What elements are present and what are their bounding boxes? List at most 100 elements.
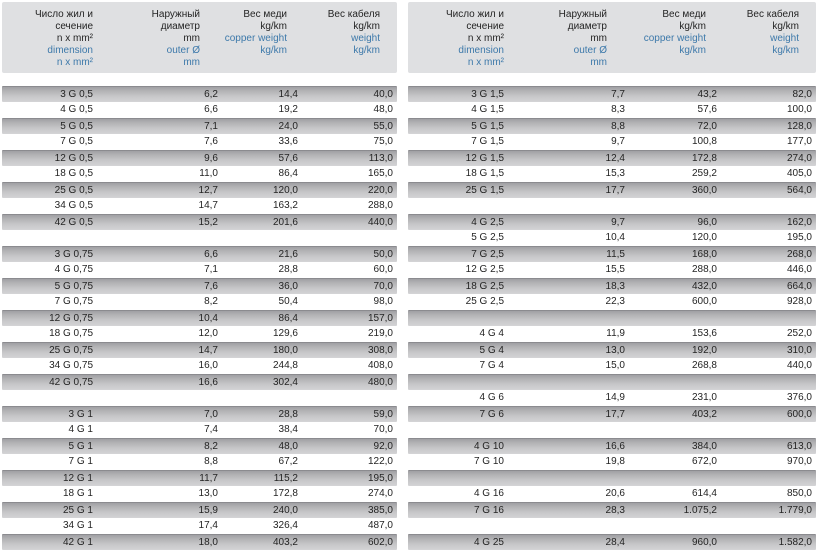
cable-weight-cell: 100,0 xyxy=(786,104,812,115)
dimension-cell: 12 G 0,5 xyxy=(54,153,93,164)
dimension-cell: 4 G 4 xyxy=(479,328,504,339)
table-row: 4 G 4 11,9 153,6 252,0 xyxy=(408,326,816,342)
cable-weight-cell: 92,0 xyxy=(373,441,393,452)
dimension-cell: 4 G 1,5 xyxy=(471,104,504,115)
table-row: 42 G 0,5 15,2 201,6 440,0 xyxy=(2,214,397,230)
table-body: 3 G 1,5 7,7 43,2 82,0 4 G 1,5 8,3 57,6 100,0 5 G… xyxy=(408,86,816,550)
outer-diameter-cell: 12,4 xyxy=(605,153,625,164)
dimension-cell: 4 G 25 xyxy=(473,537,504,548)
dimension-cell: 12 G 0,75 xyxy=(49,313,93,324)
header-line-ru: mm xyxy=(183,33,200,44)
dimension-cell: 4 G 1 xyxy=(68,424,93,435)
outer-diameter-cell: 8,3 xyxy=(611,104,625,115)
dimension-cell: 4 G 10 xyxy=(473,441,504,452)
outer-diameter-cell: 8,8 xyxy=(204,456,218,467)
header-line-en: weight xyxy=(770,33,799,44)
header-line-ru: kg/km xyxy=(260,21,287,32)
outer-diameter-cell: 14,9 xyxy=(605,392,625,403)
copper-weight-cell: 129,6 xyxy=(272,328,298,339)
cable-weight-cell: 165,0 xyxy=(367,168,393,179)
outer-diameter-cell: 9,6 xyxy=(204,153,218,164)
cable-weight-cell: 59,0 xyxy=(373,409,393,420)
copper-weight-cell: 1.075,2 xyxy=(683,505,717,516)
outer-diameter-cell: 8,2 xyxy=(204,441,218,452)
dimension-cell: 18 G 1 xyxy=(62,488,93,499)
copper-weight-cell: 153,6 xyxy=(691,328,717,339)
table-header: Число жил и сечение n x mm² dimension n x mm… xyxy=(408,2,816,73)
outer-diameter-cell: 11,7 xyxy=(199,473,218,484)
spacer-row xyxy=(2,230,397,246)
copper-weight-cell: 384,0 xyxy=(691,441,717,452)
table-row: 5 G 2,5 10,4 120,0 195,0 xyxy=(408,230,816,246)
dimension-cell: 4 G 0,75 xyxy=(54,264,93,275)
cable-weight-cell: 602,0 xyxy=(367,537,393,548)
outer-diameter-cell: 17,4 xyxy=(198,520,218,531)
dimension-cell: 18 G 0,5 xyxy=(54,168,93,179)
header-line-en: copper weight xyxy=(224,33,287,44)
outer-diameter-cell: 22,3 xyxy=(605,296,625,307)
copper-weight-cell: 259,2 xyxy=(691,168,717,179)
header-line-ru: Вес кабеля xyxy=(746,9,799,20)
cable-weight-cell: 310,0 xyxy=(786,345,812,356)
dimension-cell: 12 G 1 xyxy=(62,473,93,484)
table-row: 3 G 0,5 6,2 14,4 40,0 xyxy=(2,86,397,102)
outer-diameter-cell: 13,0 xyxy=(198,488,218,499)
dimension-cell: 7 G 6 xyxy=(479,409,504,420)
cable-weight-cell: 113,0 xyxy=(368,153,393,164)
header-line-en: dimension xyxy=(458,45,504,56)
dimension-cell: 7 G 1 xyxy=(68,456,93,467)
header-line-en: outer Ø xyxy=(573,45,607,56)
spacer-row xyxy=(408,374,816,390)
header-line-ru: kg/km xyxy=(772,21,799,32)
table-row: 7 G 16 28,3 1.075,2 1.779,0 xyxy=(408,502,816,518)
outer-diameter-cell: 16,0 xyxy=(198,360,218,371)
outer-diameter-cell: 15,5 xyxy=(605,264,625,275)
dimension-cell: 42 G 1 xyxy=(62,537,93,548)
spacer-row xyxy=(2,390,397,406)
spacer-row xyxy=(408,518,816,534)
table-row: 7 G 0,75 8,2 50,4 98,0 xyxy=(2,294,397,310)
table-row: 7 G 1,5 9,7 100,8 177,0 xyxy=(408,134,816,150)
copper-weight-cell: 67,2 xyxy=(278,456,298,467)
dimension-cell: 34 G 0,75 xyxy=(49,360,93,371)
table-body: 3 G 0,5 6,2 14,4 40,0 4 G 0,5 6,6 19,2 48,0 5 G … xyxy=(2,86,397,550)
header-line-ru: Число жил и xyxy=(445,9,504,20)
cable-weight-cell: 268,0 xyxy=(786,249,812,260)
outer-diameter-cell: 8,8 xyxy=(611,121,625,132)
header-line-en: outer Ø xyxy=(166,45,200,56)
outer-diameter-cell: 16,6 xyxy=(198,377,218,388)
copper-weight-cell: 14,4 xyxy=(278,89,298,100)
table-row: 4 G 16 20,6 614,4 850,0 xyxy=(408,486,816,502)
dimension-cell: 25 G 2,5 xyxy=(465,296,504,307)
cable-weight-cell: 564,0 xyxy=(786,185,812,196)
dimension-cell: 34 G 1 xyxy=(62,520,93,531)
table-row: 18 G 0,5 11,0 86,4 165,0 xyxy=(2,166,397,182)
table-row: 34 G 0,75 16,0 244,8 408,0 xyxy=(2,358,397,374)
cable-weight-cell: 219,0 xyxy=(367,328,393,339)
table-row: 5 G 0,75 7,6 36,0 70,0 xyxy=(2,278,397,294)
dimension-cell: 3 G 0,75 xyxy=(54,249,93,260)
table-row: 4 G 25 28,4 960,0 1.582,0 xyxy=(408,534,816,550)
table-row: 4 G 10 16,6 384,0 613,0 xyxy=(408,438,816,454)
dimension-cell: 7 G 16 xyxy=(473,505,504,516)
table-row: 4 G 1 7,4 38,4 70,0 xyxy=(2,422,397,438)
cable-weight-cell: 128,0 xyxy=(786,121,812,132)
copper-weight-cell: 326,4 xyxy=(272,520,298,531)
copper-weight-cell: 48,0 xyxy=(278,441,298,452)
header-col-cable-weight: Вес кабеля kg/km weight kg/km xyxy=(302,9,397,57)
copper-weight-cell: 38,4 xyxy=(278,424,298,435)
copper-weight-cell: 163,2 xyxy=(272,200,298,211)
outer-diameter-cell: 11,5 xyxy=(606,249,625,260)
cable-weight-cell: 664,0 xyxy=(786,281,812,292)
dimension-cell: 25 G 1 xyxy=(62,505,93,516)
cable-weight-cell: 70,0 xyxy=(373,281,393,292)
cable-weight-cell: 440,0 xyxy=(786,360,812,371)
header-line-ru: Наружный xyxy=(151,9,200,20)
copper-weight-cell: 28,8 xyxy=(278,264,298,275)
table-row: 3 G 0,75 6,6 21,6 50,0 xyxy=(2,246,397,262)
copper-weight-cell: 57,6 xyxy=(697,104,717,115)
outer-diameter-cell: 7,7 xyxy=(611,89,625,100)
table-row: 4 G 6 14,9 231,0 376,0 xyxy=(408,390,816,406)
header-line-ru: диаметр xyxy=(160,21,200,32)
table-row: 25 G 0,5 12,7 120,0 220,0 xyxy=(2,182,397,198)
